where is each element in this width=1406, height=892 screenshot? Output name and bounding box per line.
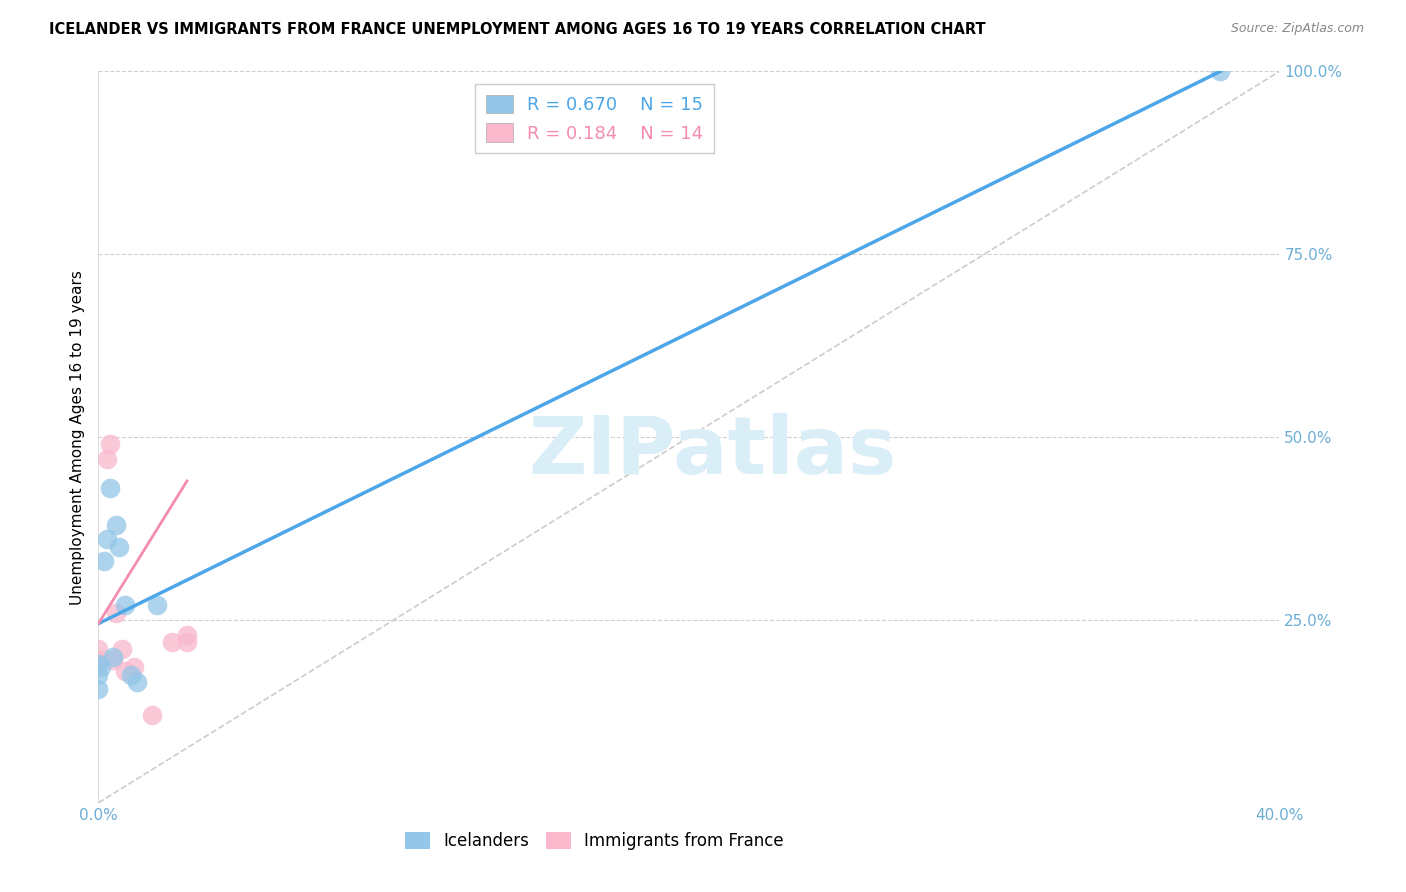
Point	[146, 599, 169, 613]
Point	[120, 667, 142, 681]
Point	[87, 642, 110, 657]
Point	[90, 660, 112, 674]
Point	[93, 554, 115, 568]
Point	[1209, 64, 1232, 78]
Point	[141, 708, 163, 723]
Point	[111, 642, 134, 657]
Point	[98, 481, 121, 495]
Text: ICELANDER VS IMMIGRANTS FROM FRANCE UNEMPLOYMENT AMONG AGES 16 TO 19 YEARS CORRE: ICELANDER VS IMMIGRANTS FROM FRANCE UNEM…	[49, 22, 986, 37]
Point	[105, 606, 128, 620]
Y-axis label: Unemployment Among Ages 16 to 19 years: Unemployment Among Ages 16 to 19 years	[69, 269, 84, 605]
Point	[103, 649, 125, 664]
Point	[114, 599, 136, 613]
Point	[162, 635, 183, 649]
Point	[122, 660, 145, 674]
Point	[98, 437, 121, 451]
Point	[87, 657, 110, 671]
Point	[87, 657, 110, 671]
Point	[176, 627, 198, 641]
Point	[87, 682, 110, 697]
Point	[108, 540, 131, 554]
Point	[125, 675, 148, 690]
Legend: Icelanders, Immigrants from France: Icelanders, Immigrants from France	[398, 825, 790, 856]
Point	[87, 653, 110, 667]
Text: ZIPatlas: ZIPatlas	[529, 413, 897, 491]
Point	[114, 664, 136, 678]
Point	[105, 517, 128, 532]
Point	[87, 667, 110, 681]
Text: Source: ZipAtlas.com: Source: ZipAtlas.com	[1230, 22, 1364, 36]
Point	[176, 635, 198, 649]
Point	[96, 452, 118, 467]
Point	[103, 653, 125, 667]
Point	[96, 533, 118, 547]
